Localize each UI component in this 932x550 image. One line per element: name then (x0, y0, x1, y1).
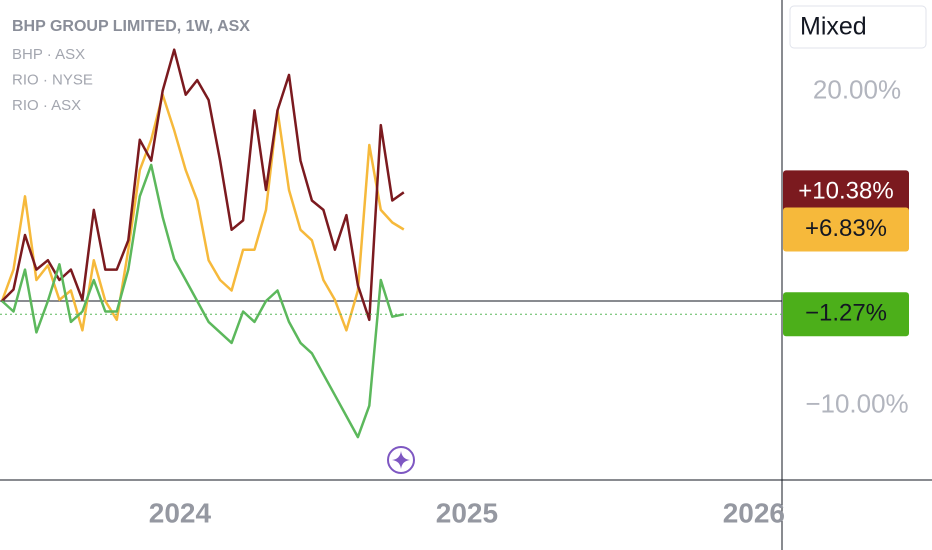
mode-label[interactable]: Mixed (800, 13, 867, 41)
series-line (1, 163, 405, 439)
y-tick-label: −10.00% (805, 389, 908, 419)
series-line (1, 48, 405, 322)
x-tick-label: 2025 (436, 497, 498, 528)
x-tick-label: 2026 (723, 497, 785, 528)
chart-title: BHP GROUP LIMITED, 1W, ASX (12, 18, 250, 35)
y-tick-label: 20.00% (813, 74, 901, 104)
last-value-tag: +6.83% (783, 207, 909, 252)
legend-entry: RIO · NYSE (12, 71, 93, 88)
ai-icon[interactable] (387, 446, 415, 474)
legend-entry: RIO · ASX (12, 97, 81, 114)
legend-entry: BHP · ASX (12, 46, 85, 63)
last-value-label: −1.27% (805, 300, 887, 327)
last-value-label: +10.38% (798, 178, 893, 205)
last-value-box (783, 292, 909, 337)
last-value-label: +6.83% (805, 215, 887, 242)
icon-star[interactable] (392, 451, 410, 469)
x-tick-label: 2024 (149, 497, 212, 528)
last-value-box (783, 207, 909, 252)
mode-button[interactable]: Mixed (789, 5, 927, 49)
mode-button-box[interactable] (789, 5, 927, 49)
last-value-tag: +10.38% (783, 170, 909, 215)
last-value-box (783, 170, 909, 215)
icon-ring[interactable] (387, 446, 415, 474)
last-value-tag: −1.27% (783, 292, 909, 337)
series-line (0, 93, 405, 332)
